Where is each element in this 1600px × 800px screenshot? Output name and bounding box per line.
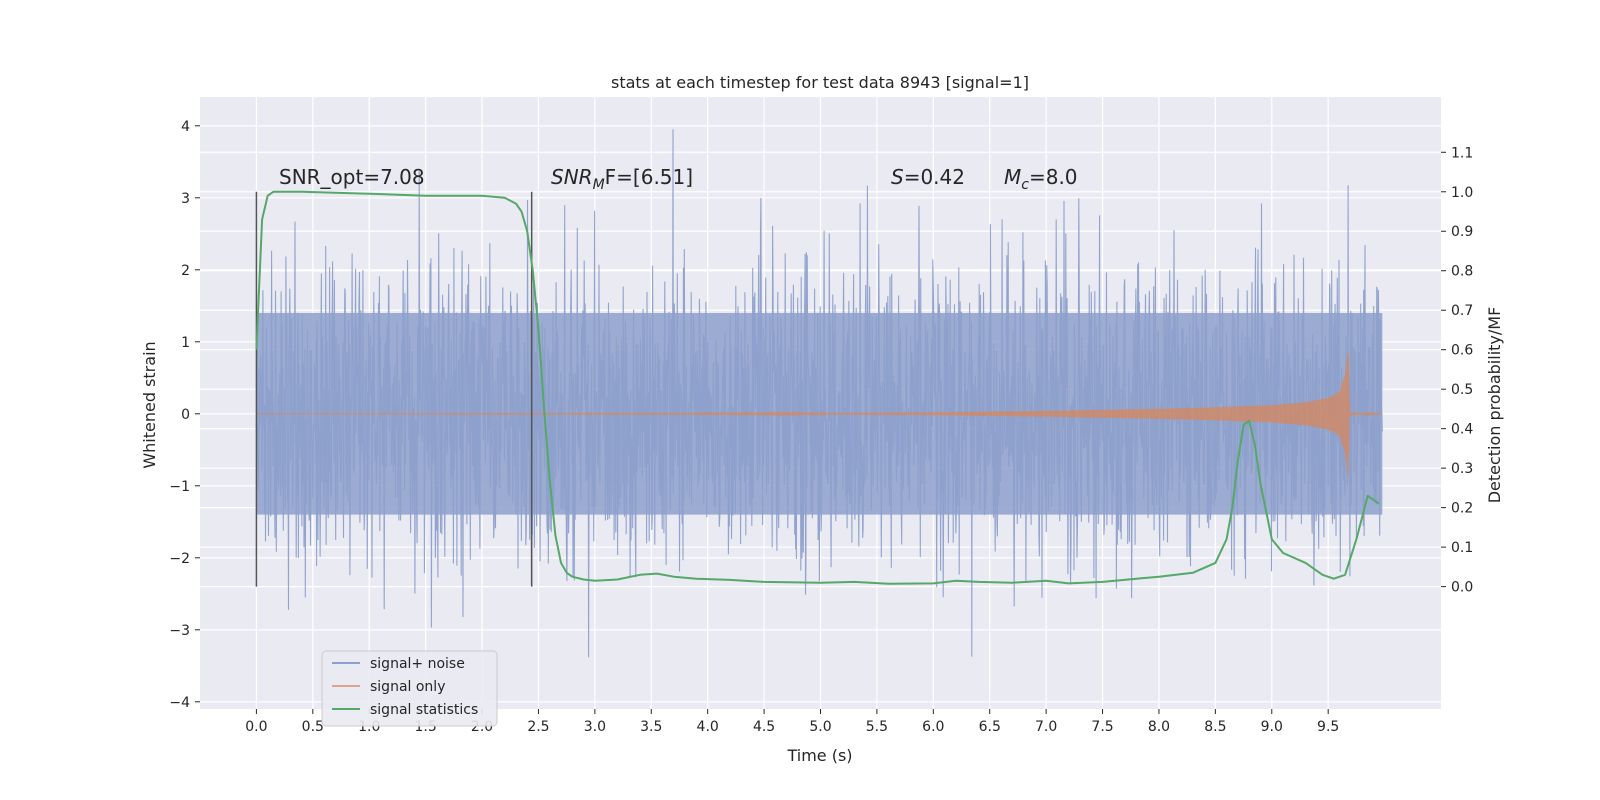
x-tick-label: 5.0 — [809, 719, 831, 735]
y-right-tick-label: 0.9 — [1451, 224, 1473, 240]
y-tick-label: 3 — [181, 191, 190, 207]
y-right-tick-label: 0.8 — [1451, 264, 1473, 280]
y-right-tick-label: 1.0 — [1451, 185, 1473, 201]
y-tick-label: 4 — [181, 119, 190, 135]
y-right-tick-label: 0.2 — [1451, 501, 1473, 517]
y-tick-label: 1 — [181, 335, 190, 351]
y-tick-label: 2 — [181, 263, 190, 279]
annotation-snr-opt: SNR_opt=7.08 — [279, 165, 425, 189]
x-tick-label: 7.0 — [1035, 719, 1057, 735]
x-tick-label: 4.5 — [753, 719, 775, 735]
x-tick-label: 8.5 — [1204, 719, 1226, 735]
y-tick-label: 0 — [181, 407, 190, 423]
x-tick-label: 6.5 — [979, 719, 1001, 735]
x-tick-label: 7.5 — [1091, 719, 1113, 735]
y-right-tick-label: 1.1 — [1451, 145, 1473, 161]
annotation-s: S=0.42 — [891, 165, 965, 189]
x-tick-label: 3.5 — [640, 719, 662, 735]
y-tick-label: −4 — [169, 695, 190, 711]
y-tick-label: −1 — [169, 479, 190, 495]
stat-line — [255, 190, 1380, 585]
y-tick-label: −2 — [169, 551, 190, 567]
legend-label-stat: signal statistics — [370, 702, 478, 718]
legend-label-noise: signal+ noise — [370, 656, 465, 672]
legend-label-signal: signal only — [370, 679, 445, 695]
annotation-snr-mf: SNRMF=[6.51] — [551, 165, 693, 193]
y-right-tick-label: 0.3 — [1451, 461, 1473, 477]
axes: 0.0 0.5 1.0 1.5 2.0 2.5 3.0 3.5 4.0 4.5 5.0 5.5 6.0 6… — [169, 119, 1473, 735]
x-tick-label: 0.0 — [245, 719, 267, 735]
signal-line — [256, 352, 1383, 477]
x-tick-label: 3.0 — [584, 719, 606, 735]
stat-series — [255, 190, 1380, 585]
y-right-tick-label: 0.7 — [1451, 303, 1473, 319]
signal-series — [256, 352, 1383, 477]
x-tick-label: 2.5 — [527, 719, 549, 735]
x-tick-label: 5.5 — [866, 719, 888, 735]
y-right-axis-label: Detection probability/MF — [1485, 307, 1504, 504]
x-tick-label: 9.5 — [1317, 719, 1339, 735]
y-tick-label: −3 — [169, 623, 190, 639]
x-axis-label: Time (s) — [786, 746, 852, 765]
y-right-tick-label: 0.6 — [1451, 343, 1473, 359]
chart-title: stats at each timestep for test data 894… — [611, 73, 1029, 92]
y-right-tick-label: 0.4 — [1451, 422, 1473, 438]
y-right-tick-label: 0.0 — [1451, 580, 1473, 596]
legend: signal+ noise signal only signal statist… — [321, 650, 498, 727]
y-right-tick-label: 0.1 — [1451, 540, 1473, 556]
x-tick-label: 9.0 — [1261, 719, 1283, 735]
legend-box — [321, 650, 498, 727]
x-tick-label: 4.0 — [697, 719, 719, 735]
x-tick-label: 0.5 — [302, 719, 324, 735]
x-tick-label: 8.0 — [1148, 719, 1170, 735]
y-right-tick-label: 0.5 — [1451, 382, 1473, 398]
annotation-mc: Mc=8.0 — [1004, 165, 1078, 193]
x-tick-label: 6.0 — [922, 719, 944, 735]
y-axis-label: Whitened strain — [140, 341, 159, 468]
